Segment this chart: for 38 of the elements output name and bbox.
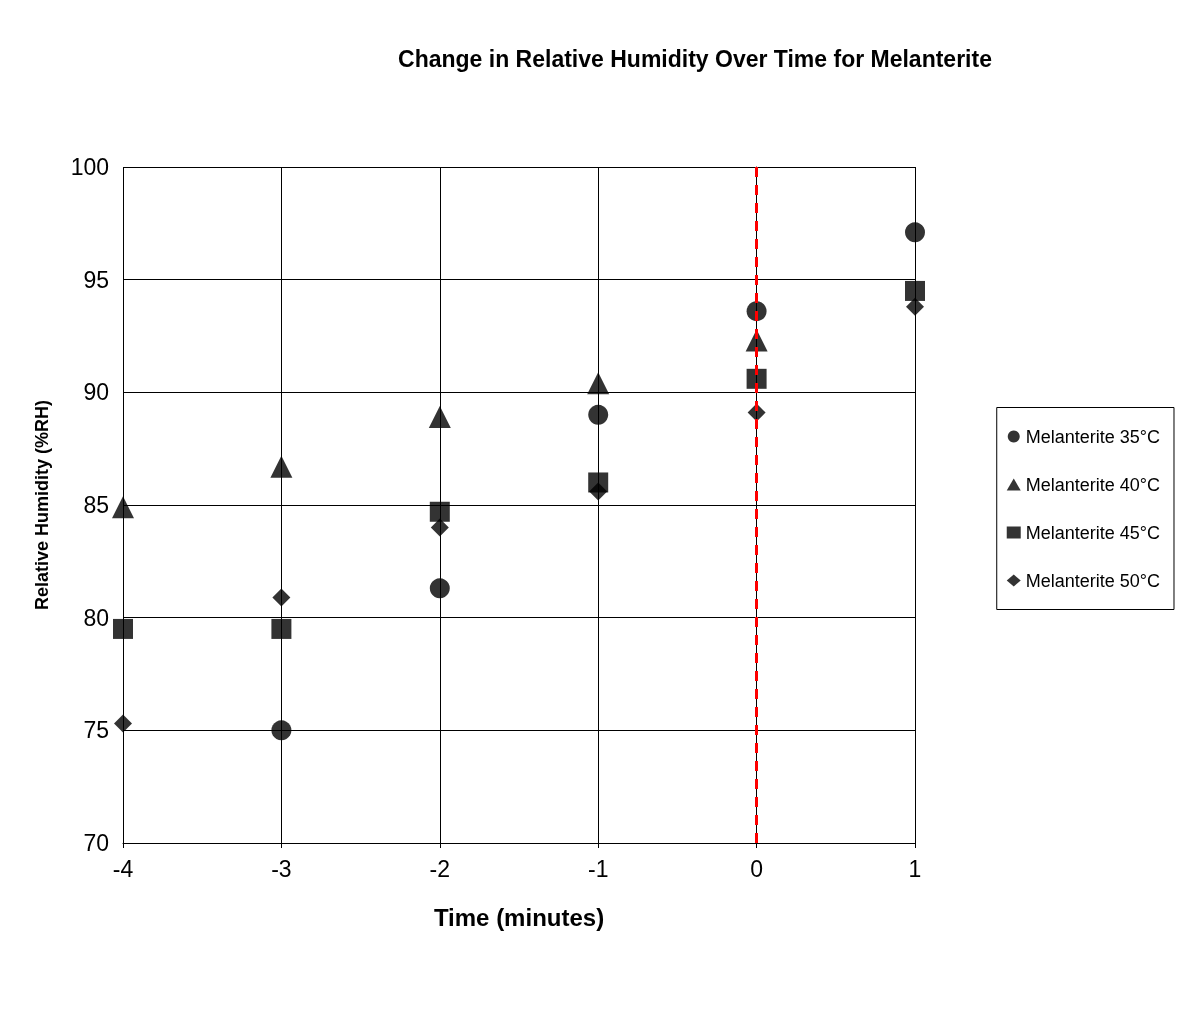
legend-label: Melanterite 45°C — [1025, 522, 1160, 543]
y-tick-label: 70 — [83, 830, 109, 856]
point — [589, 482, 608, 501]
legend-label: Melanterite 35°C — [1025, 426, 1160, 447]
point — [430, 518, 449, 537]
point — [271, 618, 292, 639]
chart-title: Change in Relative Humidity Over Time for Melanterite — [398, 45, 992, 72]
point — [113, 618, 133, 639]
point — [429, 578, 450, 599]
point — [272, 588, 291, 607]
x-tick-label: 0 — [750, 855, 763, 882]
point — [905, 222, 925, 243]
point — [429, 501, 450, 522]
x-tick-label: -4 — [112, 855, 134, 882]
x-tick-label: -1 — [587, 855, 609, 882]
point — [271, 720, 292, 741]
point — [587, 372, 610, 395]
y-tick-label: 90 — [83, 379, 109, 406]
point — [428, 406, 451, 429]
legend-label: Melanterite 40°C — [1025, 474, 1160, 495]
legend-label: Melanterite 50°C — [1025, 570, 1160, 591]
y-tick-label: 80 — [83, 604, 109, 631]
y-tick-label: 85 — [83, 492, 109, 518]
point — [746, 368, 767, 389]
point — [114, 714, 132, 733]
x-axis-title: Time (minutes) — [433, 903, 605, 931]
point — [112, 496, 134, 519]
y-axis-title: Relative Humidity (%RH) — [32, 399, 52, 611]
point — [905, 280, 925, 301]
point — [588, 404, 609, 425]
x-tick-label: -2 — [429, 855, 451, 882]
point — [270, 455, 293, 478]
y-tick-label: 100 — [70, 154, 109, 180]
y-tick-label: 75 — [83, 717, 109, 744]
x-tick-label: -3 — [271, 855, 292, 882]
y-tick-label: 95 — [83, 266, 109, 293]
point — [906, 297, 924, 316]
x-tick-label: 1 — [908, 855, 922, 882]
